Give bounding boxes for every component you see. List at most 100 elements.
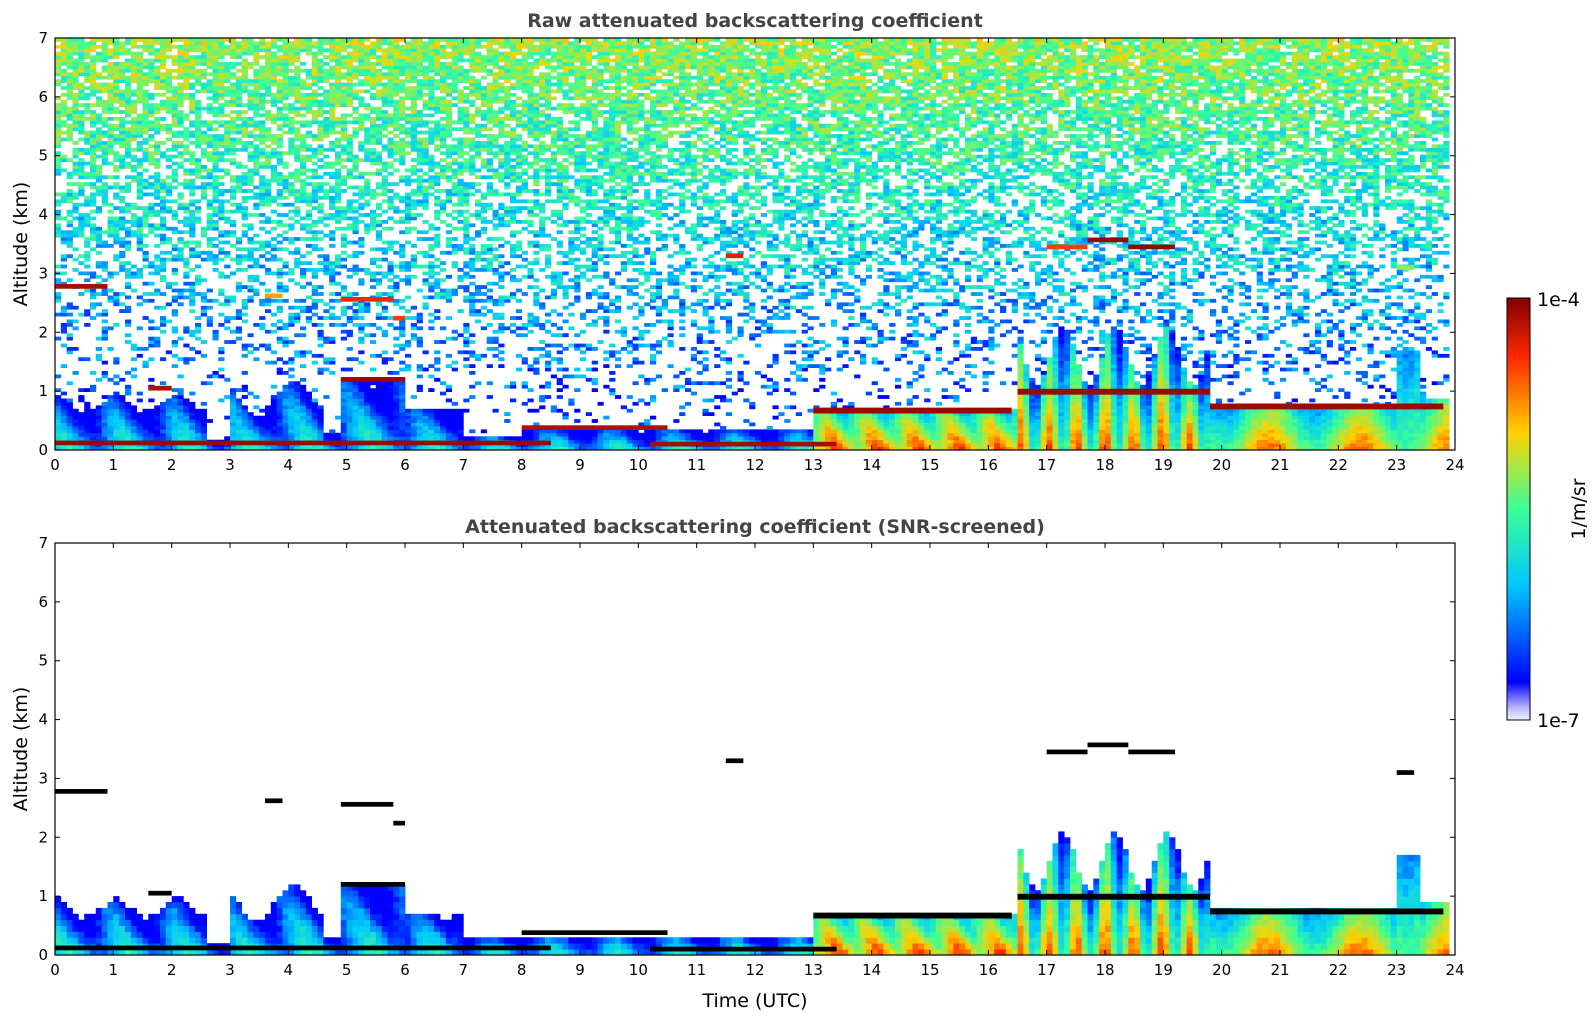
- heatmap-cell: [475, 130, 482, 135]
- heatmap-cell: [317, 216, 324, 221]
- heatmap-cell: [311, 75, 318, 80]
- heatmap-cell: [405, 113, 412, 118]
- heatmap-cell: [282, 58, 289, 63]
- heatmap-cell: [457, 426, 464, 430]
- heatmap-cell: [189, 226, 196, 231]
- heatmap-cell: [189, 120, 196, 125]
- heatmap-cell: [410, 130, 417, 135]
- heatmap-cell: [270, 395, 277, 399]
- heatmap-cell: [95, 412, 102, 416]
- heatmap-cell: [434, 41, 441, 46]
- heatmap-cell: [95, 192, 102, 197]
- heatmap-cell: [463, 340, 470, 344]
- heatmap-cell: [340, 401, 347, 406]
- heatmap-cell: [393, 62, 400, 66]
- heatmap-cell: [393, 206, 400, 210]
- heatmap-cell: [300, 182, 307, 186]
- heatmap-cell: [329, 99, 336, 104]
- heatmap-cell: [224, 199, 231, 204]
- heatmap-cell: [253, 48, 260, 53]
- heatmap-cell: [329, 72, 336, 77]
- heatmap-cell: [230, 82, 237, 87]
- heatmap-cell: [241, 257, 248, 262]
- heatmap-cell: [399, 432, 406, 437]
- heatmap-cell: [370, 367, 377, 372]
- heatmap-cell: [230, 55, 237, 59]
- heatmap-cell: [148, 158, 155, 162]
- heatmap-cell: [125, 48, 132, 53]
- heatmap-cell: [323, 254, 330, 259]
- heatmap-cell: [78, 192, 85, 197]
- heatmap-cell: [136, 302, 143, 307]
- heatmap-cell: [463, 86, 470, 90]
- heatmap-cell: [107, 419, 114, 423]
- heatmap-cell: [107, 55, 114, 59]
- heatmap-cell: [469, 127, 476, 132]
- heatmap-cell: [95, 353, 102, 358]
- heatmap-cell: [329, 274, 336, 279]
- heatmap-cell: [364, 381, 371, 386]
- heatmap-cell: [171, 446, 178, 450]
- heatmap-cell: [288, 278, 295, 283]
- heatmap-cell: [305, 175, 312, 180]
- heatmap-cell: [224, 75, 231, 80]
- heatmap-cell: [154, 192, 161, 197]
- heatmap-cell: [300, 261, 307, 265]
- heatmap-cell: [212, 86, 219, 90]
- heatmap-cell: [375, 401, 382, 406]
- heatmap-cell: [434, 127, 441, 132]
- heatmap-cell: [340, 395, 347, 399]
- heatmap-cell: [358, 384, 365, 389]
- heatmap-cell: [78, 446, 85, 450]
- heatmap-cell: [165, 250, 172, 255]
- heatmap-cell: [66, 127, 73, 132]
- heatmap-cell: [329, 195, 336, 200]
- heatmap-cell: [154, 436, 161, 441]
- heatmap-cell: [218, 216, 225, 221]
- heatmap-cell: [55, 79, 62, 83]
- heatmap-cell: [55, 161, 62, 166]
- heatmap-cell: [370, 278, 377, 283]
- heatmap-cell: [235, 161, 242, 166]
- heatmap-cell: [259, 185, 266, 190]
- heatmap-cell: [148, 127, 155, 132]
- heatmap-cell: [253, 55, 260, 59]
- heatmap-cell: [393, 79, 400, 83]
- heatmap-cell: [381, 209, 388, 214]
- heatmap-cell: [410, 86, 417, 90]
- heatmap-cell: [148, 206, 155, 210]
- heatmap-cell: [101, 44, 108, 49]
- heatmap-cell: [463, 44, 470, 49]
- heatmap-cell: [387, 65, 394, 70]
- heatmap-cell: [381, 189, 388, 193]
- heatmap-cell: [475, 357, 482, 362]
- heatmap-cell: [387, 117, 394, 121]
- heatmap-cell: [200, 250, 207, 255]
- heatmap-cell: [165, 226, 172, 231]
- heatmap-cell: [148, 213, 155, 217]
- heatmap-cell: [72, 151, 79, 156]
- heatmap-cell: [335, 209, 342, 214]
- heatmap-cell: [136, 86, 143, 90]
- heatmap-cell: [416, 141, 423, 145]
- heatmap-cell: [200, 168, 207, 173]
- heatmap-cell: [107, 401, 114, 406]
- heatmap-cell: [72, 230, 79, 235]
- heatmap-cell: [84, 408, 91, 413]
- heatmap-cell: [183, 281, 190, 286]
- heatmap-cell: [241, 72, 248, 77]
- heatmap-cell: [165, 192, 172, 197]
- heatmap-cell: [405, 106, 412, 111]
- heatmap-cell: [305, 75, 312, 80]
- heatmap-cell: [311, 244, 318, 248]
- heatmap-cell: [78, 55, 85, 59]
- heatmap-cell: [55, 415, 62, 420]
- heatmap-cell: [247, 213, 254, 217]
- heatmap-cell: [387, 405, 394, 410]
- heatmap-cell: [393, 274, 400, 279]
- heatmap-cell: [130, 134, 137, 138]
- heatmap-cell: [66, 175, 73, 180]
- heatmap-cell: [393, 72, 400, 77]
- heatmap-cell: [130, 216, 137, 221]
- heatmap-cell: [66, 106, 73, 111]
